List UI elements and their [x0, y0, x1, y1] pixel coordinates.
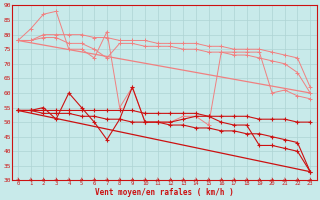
- X-axis label: Vent moyen/en rafales ( km/h ): Vent moyen/en rafales ( km/h ): [95, 188, 234, 197]
